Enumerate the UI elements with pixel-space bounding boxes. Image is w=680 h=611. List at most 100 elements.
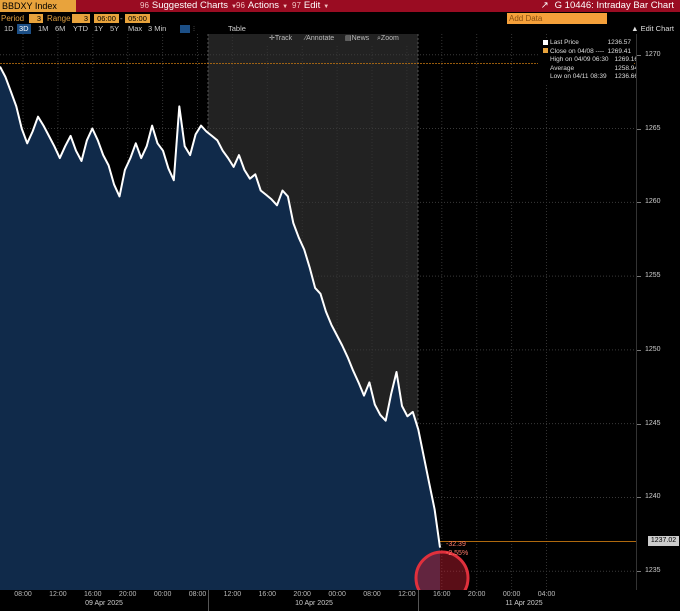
time-to-field[interactable]: 05:00	[125, 14, 150, 23]
external-link-icon[interactable]: ↗	[540, 0, 549, 11]
suggested-charts-menu[interactable]: 96 Suggested Charts ▼	[140, 0, 237, 12]
y-tick-label: 1235	[645, 567, 661, 575]
legend-high-label: High on 04/09 06:30	[550, 56, 609, 63]
period-field[interactable]: 3	[29, 14, 43, 23]
y-tick-mark	[637, 276, 641, 278]
line-chart-icon[interactable]	[180, 25, 190, 33]
period-buttons: 1D 3D 1M 6M YTD 1Y 5Y Max 3 Min ⫶ Table …	[0, 24, 680, 34]
legend-close: Close on 04/08 ---- 1269.41	[543, 48, 633, 57]
x-tick-label: 16:00	[433, 591, 451, 598]
x-tick-label: 12:00	[398, 591, 416, 598]
legend-last: Last Price 1236.57	[543, 39, 633, 48]
annotate-label: Annotate	[306, 35, 335, 42]
edit-menu[interactable]: 97 Edit ▼	[292, 0, 329, 12]
y-tick-label: 1270	[645, 50, 661, 58]
period-max[interactable]: Max	[128, 24, 143, 33]
y-tick-label: 1245	[645, 419, 661, 427]
change-abs: -32.39	[446, 541, 466, 548]
table-button[interactable]: Table	[228, 24, 246, 33]
actions-label: Actions	[247, 0, 280, 11]
x-tick-label: 08:00	[14, 591, 32, 598]
interval-select[interactable]: 3 Min	[148, 24, 167, 33]
last-price-box: 1237.02	[648, 536, 679, 547]
x-tick-label: 16:00	[258, 591, 277, 598]
legend-average: Average 1258.94	[543, 65, 640, 74]
track-tool[interactable]: ✛ Track	[269, 35, 293, 42]
period-label: Period	[1, 14, 25, 23]
edit-chart-button[interactable]: ▲ Edit Chart	[631, 24, 674, 34]
chart-tools: ✛ Track ⁄ Annotate ▤ News ⌕ Zoom	[265, 34, 408, 44]
session-bg-3	[418, 34, 636, 590]
ticker-field[interactable]: BBDXY Index	[0, 0, 76, 12]
edit-label: Edit	[303, 0, 321, 11]
legend-swatch-white	[543, 39, 548, 45]
x-date-label: 09 Apr 2025	[85, 600, 123, 607]
suggested-charts-label: Suggested Charts	[151, 0, 228, 11]
highlight-circle	[414, 550, 470, 590]
legend-swatch-orange	[543, 48, 548, 54]
legend-avg-label: Average	[550, 64, 575, 72]
suggested-charts-num: 96	[140, 1, 149, 10]
news-tool[interactable]: ▤ News	[345, 35, 370, 42]
window-title-text: G 10446: Intraday Bar Chart	[554, 0, 674, 11]
period-5y[interactable]: 5Y	[110, 24, 120, 33]
period-6m[interactable]: 6M	[55, 24, 66, 33]
y-tick-label: 1255	[645, 272, 661, 280]
x-tick-label: 08:00	[363, 591, 381, 598]
legend-last-label: Last Price	[550, 39, 579, 46]
y-tick-label: 1240	[645, 493, 661, 501]
y-tick-mark	[637, 571, 641, 573]
time-from-field[interactable]: 06:00	[94, 14, 119, 23]
y-tick-mark	[637, 497, 641, 499]
period-ytd[interactable]: YTD	[73, 24, 88, 33]
legend-low-label: Low on 04/11 08:39	[550, 73, 607, 80]
zoom-tool[interactable]: ⌕ Zoom	[377, 35, 399, 42]
legend-close-value: 1269.41	[607, 47, 632, 55]
x-date-label: 11 Apr 2025	[505, 600, 543, 607]
edit-chart-label: Edit Chart	[640, 24, 674, 33]
annotate-tool[interactable]: ⁄ Annotate	[305, 35, 335, 42]
period-1y[interactable]: 1Y	[94, 24, 104, 33]
y-axis: 1235 1240 1245 1250 1255 1260 1265 1270	[636, 34, 680, 590]
x-tick-label: 04:00	[537, 591, 556, 598]
legend-low: Low on 04/11 08:39 1236.66	[543, 73, 640, 82]
chevron-down-icon: ▼	[323, 4, 330, 10]
y-tick-mark	[637, 128, 641, 130]
y-tick-label: 1250	[645, 345, 661, 353]
legend-avg-value: 1258.94	[614, 64, 639, 72]
legend-close-label: Close on 04/08 ----	[550, 47, 605, 55]
y-tick-mark	[637, 349, 641, 351]
period-1d[interactable]: 1D	[4, 24, 14, 33]
legend-last-value: 1236.57	[607, 39, 632, 46]
edit-chart-icon: ▲	[631, 24, 639, 33]
title-bar: BBDXY Index 96 Suggested Charts ▼ 96 Action…	[0, 0, 680, 12]
news-label: News	[351, 35, 370, 42]
period-range-bar: Period 3 Range 3 06:00 - 05:00 Add Data	[0, 13, 680, 24]
legend-low-value: 1236.66	[614, 73, 639, 80]
x-tick-label: 00:00	[153, 591, 172, 598]
actions-menu[interactable]: 96 Actions ▼	[236, 0, 288, 12]
period-3d[interactable]: 3D	[17, 24, 31, 34]
y-tick-mark	[637, 54, 641, 56]
x-tick-label: 20:00	[293, 591, 311, 598]
add-data-field[interactable]: Add Data	[507, 13, 607, 24]
x-tick-label: 00:00	[502, 591, 521, 598]
price-chart[interactable]: -32.39 -2.55%	[0, 34, 636, 590]
x-tick-label: 00:00	[328, 591, 346, 598]
period-1m[interactable]: 1M	[38, 24, 49, 33]
x-axis: 08:00 12:00 16:00 20:00 00:00 08:00 12:00 16:00…	[0, 590, 636, 611]
price-area	[0, 66, 440, 590]
y-tick-mark	[637, 423, 641, 425]
range-field[interactable]: 3	[72, 14, 90, 23]
x-tick-label: 08:00	[188, 591, 207, 598]
chart-legend: Last Price 1236.57 Close on 04/08 ---- 126…	[538, 38, 638, 84]
bar-type-icon[interactable]: ⫶	[193, 24, 195, 33]
price-line	[0, 66, 441, 548]
range-dash: -	[120, 14, 123, 23]
range-label: Range	[47, 14, 71, 23]
x-tick-label: 20:00	[467, 591, 486, 598]
x-day-separator-1	[208, 590, 209, 611]
x-day-separator-2	[418, 590, 419, 611]
edit-num: 97	[292, 1, 301, 10]
y-tick-mark	[637, 202, 641, 204]
